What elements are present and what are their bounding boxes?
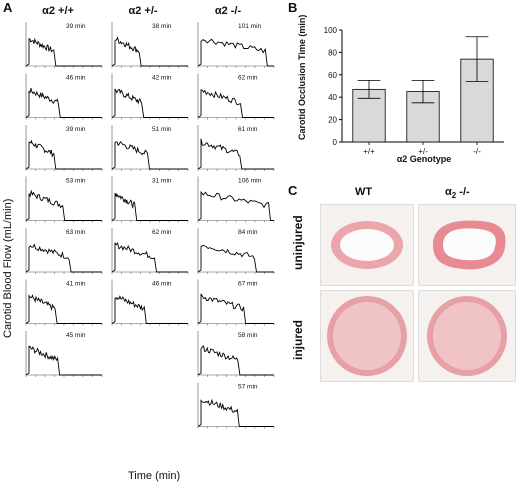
x-tick-label: +/+ [363,147,375,156]
bar-chart-x-axis-label: α2 Genotype [397,154,452,164]
flow-trace-panel: 31 min [111,176,189,223]
micrograph-wt-uninjured [320,204,414,286]
flow-trace-panel: 62 min [197,73,275,120]
bar-chart-y-axis-label: Carotid Occlusion Time (min) [297,15,307,140]
flow-trace-panel: 51 min [111,125,189,171]
flow-trace-panel: 42 min [111,73,189,120]
occlusion-time-label: 46 min [152,281,172,288]
flow-trace-line [111,141,188,170]
column-header-wildtype: α2 +/+ [42,5,74,17]
micrograph-ko-uninjured [418,204,516,286]
flow-trace-line [111,241,188,273]
occlusion-time-label: 101 min [238,23,262,30]
occlusion-time-label: 67 min [238,281,258,288]
flow-trace-line [197,244,274,273]
flow-trace-panel: 84 min [197,228,275,274]
flow-trace-panel: 57 min [197,382,275,429]
occlusion-time-label: 45 min [66,332,86,339]
row-label-injured: injured [291,319,305,360]
flow-trace-line [25,189,102,221]
occlusion-time-label: 41 min [66,281,86,288]
flow-trace-line [197,293,274,324]
flow-trace-panel: 46 min [25,73,103,120]
flow-trace-panel: 106 min [197,176,275,223]
flow-trace-line [197,138,274,170]
occlusion-time-label: 39 min [66,23,86,30]
flow-trace-line [111,36,188,67]
panel-c-letter: C [288,183,298,198]
flow-trace-panel: 58 min [197,331,275,377]
flow-trace-line [197,89,274,118]
occlusion-time-label: 51 min [152,126,172,133]
flow-trace-line [25,243,102,273]
flow-trace-panel: 46 min [111,279,189,326]
flow-trace-line [25,345,102,376]
occlusion-time-label: 38 min [152,23,172,30]
column-header-heterozygous: α2 +/- [128,5,158,17]
flow-traces-grid: 39 min 46 min 39 min 53 min 63 min 41 min 45 m… [25,22,275,429]
flow-trace-line [197,38,274,67]
micrograph-wt-injured [320,290,414,382]
column-header-knockout: α2 -/- [214,5,242,17]
occlusion-time-label: 62 min [152,229,172,236]
occlusion-time-label: 46 min [66,75,86,82]
occlusion-time-label: 58 min [238,332,258,339]
flow-trace-line [197,398,274,427]
occlusion-time-label: 42 min [152,75,172,82]
flow-trace-line [197,190,274,221]
flow-trace-panel: 39 min [25,22,103,68]
x-tick-label: -/- [473,147,481,156]
panel-b-letter: B [288,0,298,15]
flow-trace-line [25,37,102,67]
y-tick-label: 40 [328,93,337,102]
occlusion-time-label: 62 min [238,75,258,82]
y-tick-label: 60 [328,71,337,80]
flow-trace-line [111,192,188,221]
flow-trace-line [25,139,102,170]
y-tick-label: 0 [333,138,338,147]
occlusion-time-bar-chart: Carotid Occlusion Time (min) α2 Genotype… [297,15,504,164]
occlusion-time-label: 63 min [66,229,86,236]
flow-trace-panel: 101 min [197,22,275,68]
flow-trace-panel: 62 min [111,228,189,274]
y-tick-label: 100 [324,26,338,35]
panel-a-letter: A [3,0,13,15]
flow-trace-panel: 63 min [25,228,103,274]
occlusion-time-label: 106 min [238,178,262,185]
occlusion-time-label: 31 min [152,178,172,185]
flow-trace-panel: 41 min [25,279,103,326]
column-header-alpha2-knockout: α2 -/- [445,186,470,201]
occlusion-time-label: 61 min [238,126,258,133]
flow-trace-panel: 67 min [197,279,275,326]
flow-trace-panel: 38 min [111,22,189,68]
occlusion-time-label: 57 min [238,384,258,391]
flow-trace-panel: 39 min [25,125,103,171]
flow-trace-line [197,345,274,376]
y-tick-label: 20 [328,116,337,125]
flow-trace-line [25,87,102,118]
occlusion-time-label: 53 min [66,178,86,185]
panel-a-x-axis-label: Time (min) [128,470,181,482]
occlusion-time-label: 39 min [66,126,86,133]
flow-trace-panel: 53 min [25,176,103,223]
x-tick-label: +/- [418,147,428,156]
occlusion-time-label: 84 min [238,229,258,236]
column-header-wt: WT [355,186,373,198]
flow-trace-line [25,294,102,324]
y-tick-label: 80 [328,48,337,57]
row-label-uninjured: uninjured [291,215,305,270]
flow-trace-line [111,88,188,118]
micrograph-ko-injured [418,290,516,382]
flow-trace-line [111,295,188,324]
flow-trace-panel: 45 min [25,331,103,377]
flow-trace-panel: 61 min [197,125,275,171]
